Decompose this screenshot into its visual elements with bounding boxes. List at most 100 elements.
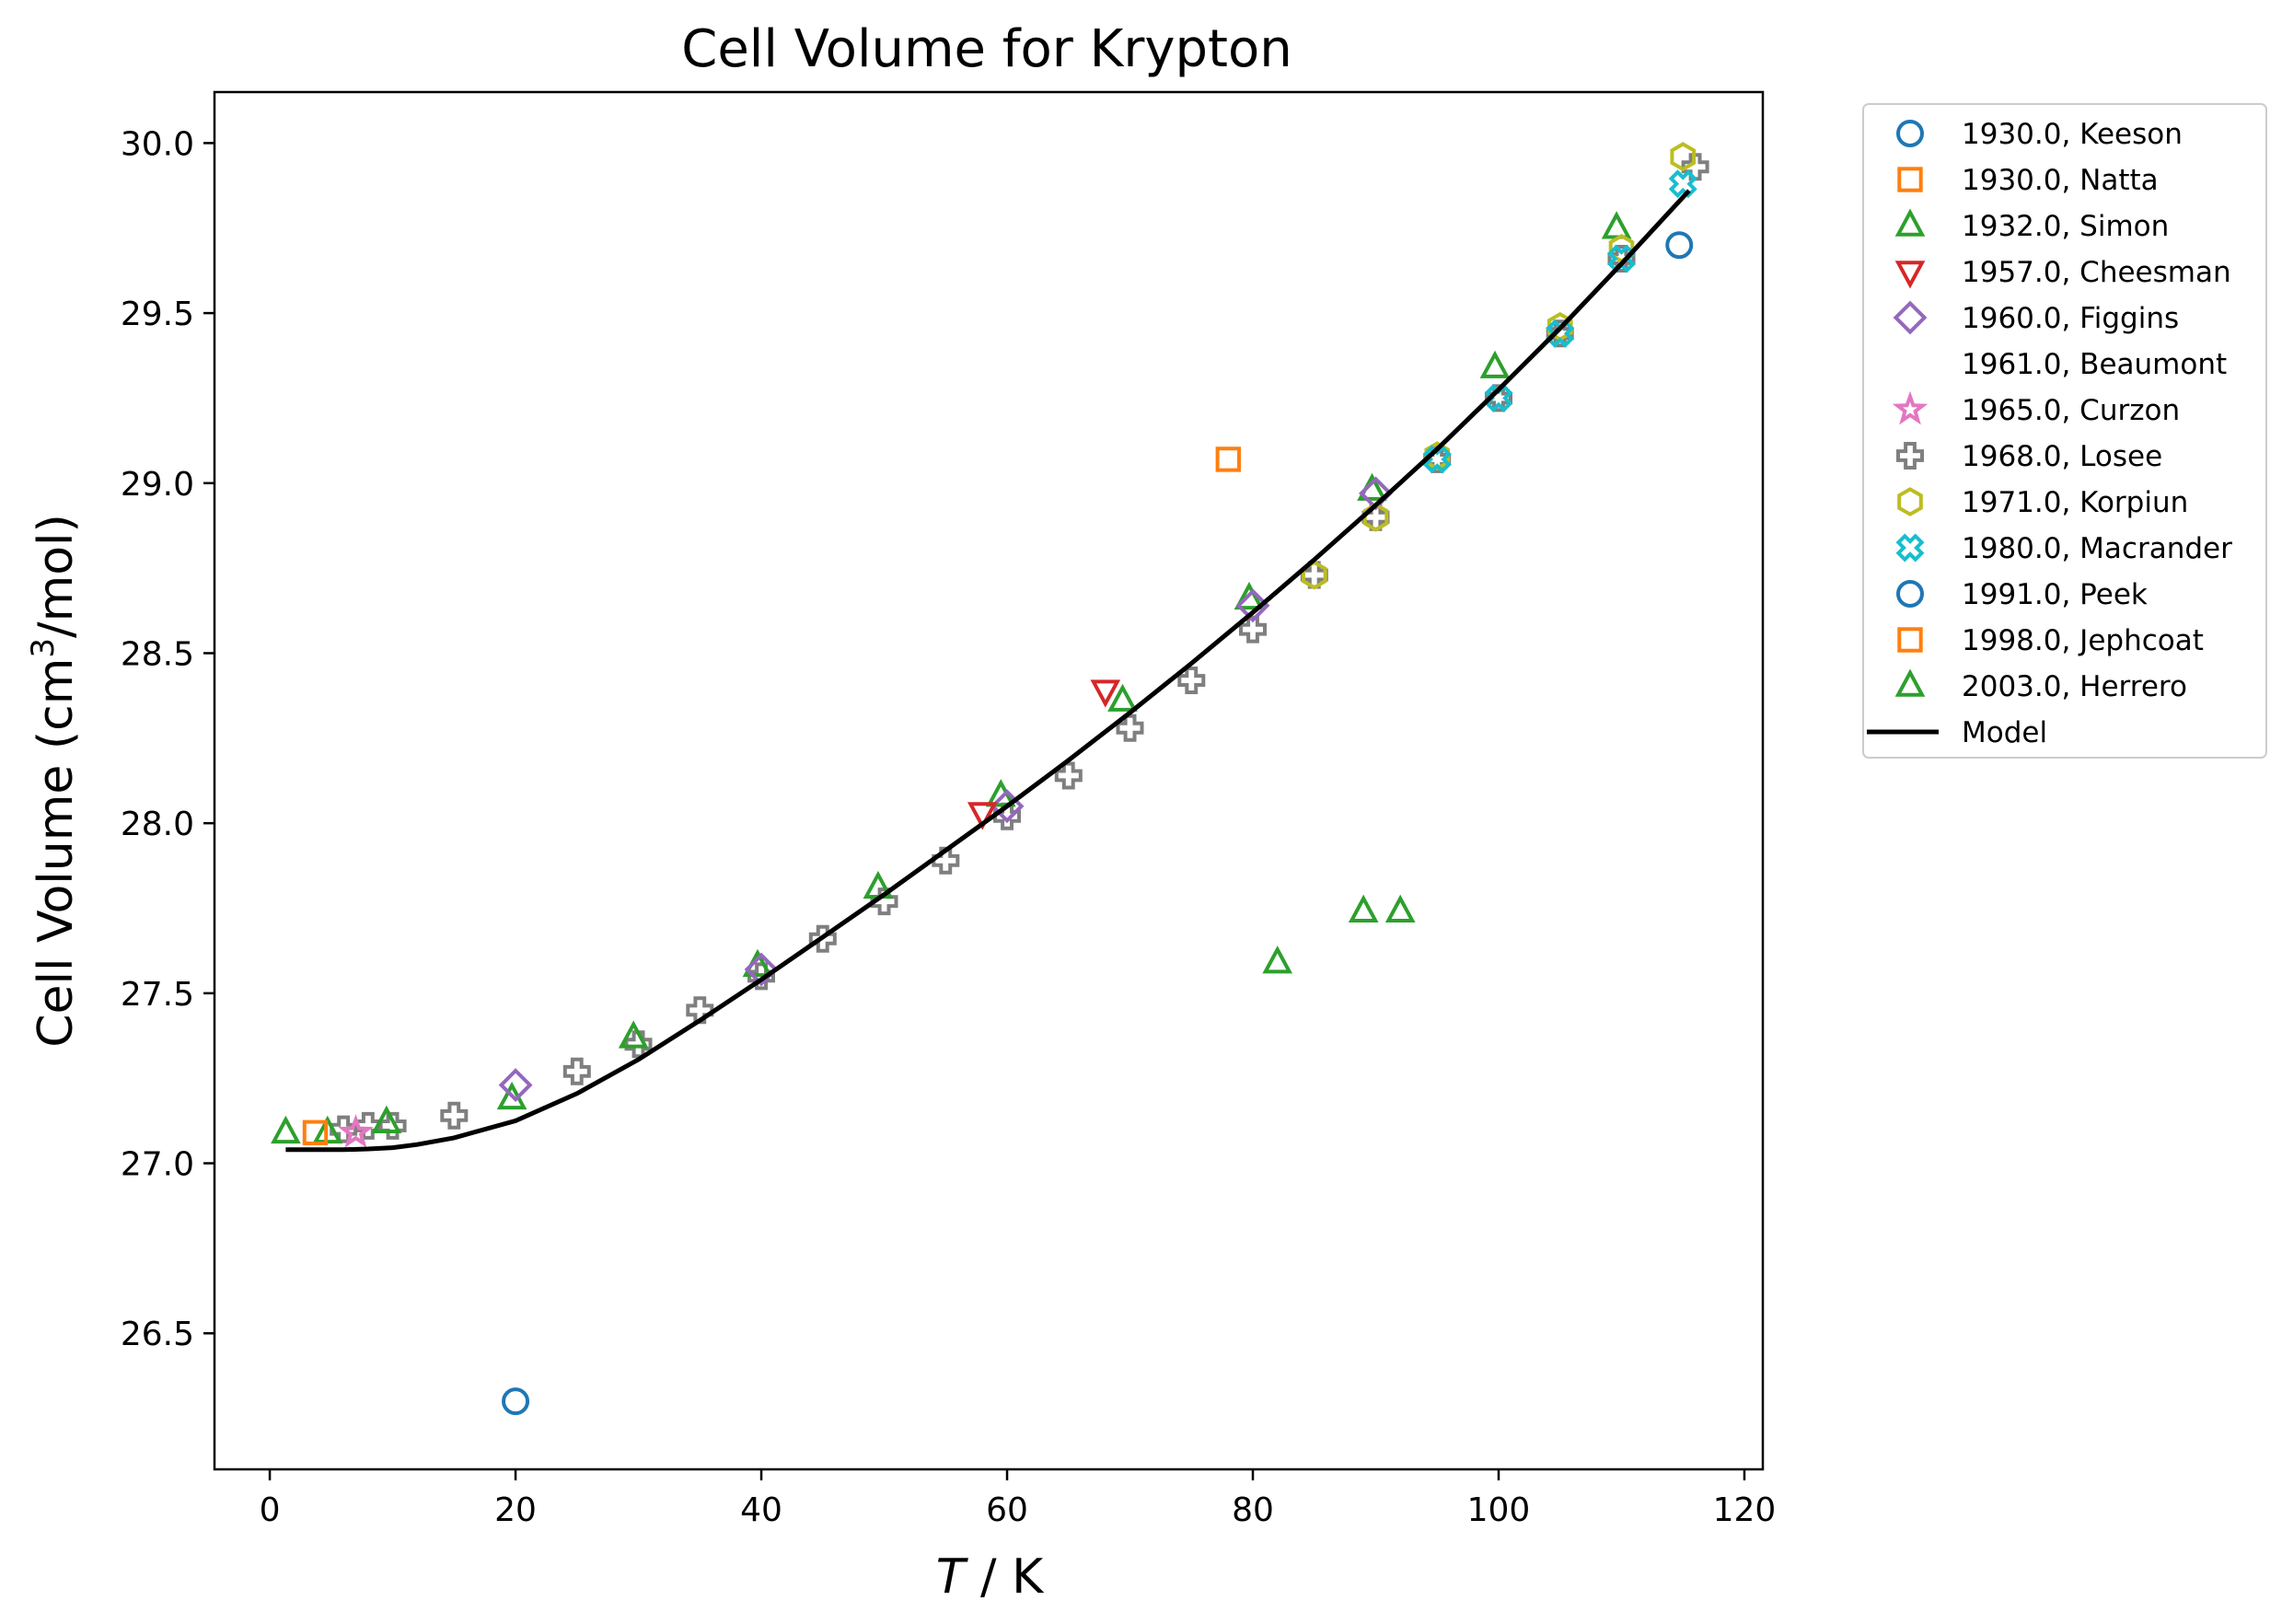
series-11 — [302, 1119, 329, 1146]
legend-label: 1998.0, Jephcoat — [1962, 624, 2204, 657]
x-tick-label: 0 — [260, 1491, 281, 1529]
x-axis-label: T / K — [936, 1549, 1045, 1605]
data-point — [1362, 502, 1389, 532]
series-6 — [338, 1114, 374, 1148]
series-7 — [330, 153, 1709, 1143]
model-line — [285, 189, 1691, 1153]
legend-label: 1971.0, Korpiun — [1962, 486, 2188, 519]
legend-label: 1930.0, Natta — [1962, 164, 2159, 197]
legend-label: 1980.0, Macrander — [1962, 532, 2232, 565]
data-point — [1262, 945, 1293, 974]
data-point — [1670, 142, 1697, 172]
legend-marker — [1892, 390, 1929, 425]
y-tick-label: 26.5 — [121, 1316, 194, 1353]
legend-marker — [1893, 300, 1928, 335]
legend-label: 1961.0, Beaumont — [1962, 348, 2227, 381]
data-point — [993, 802, 1021, 830]
x-axis-ticks: 0 20 40 60 80 100 120 — [260, 1469, 1777, 1529]
data-point — [371, 1105, 402, 1133]
y-tick-label: 29.0 — [121, 466, 194, 504]
y-tick-label: 27.5 — [121, 976, 194, 1014]
legend-label-model: Model — [1962, 716, 2047, 749]
plot-frame — [213, 90, 1765, 1471]
data-point — [967, 802, 998, 830]
data-point — [1348, 894, 1379, 922]
legend-label: 1930.0, Keeson — [1962, 118, 2183, 151]
data-point — [302, 1119, 329, 1146]
series-0 — [502, 1387, 530, 1416]
data-point — [618, 1020, 649, 1049]
x-tick-label: 40 — [740, 1491, 782, 1529]
legend-label: 1960.0, Figgins — [1962, 302, 2179, 335]
y-axis-label-superscript: 3 — [25, 638, 62, 658]
y-axis-ticks: 26.5 27.0 27.5 28.0 28.5 29.0 29.5 30.0 — [121, 125, 214, 1353]
data-point — [1215, 447, 1242, 472]
legend-box — [1862, 103, 2267, 759]
legend-marker — [1894, 261, 1926, 289]
y-axis-label-main: Cell Volume (cm — [29, 658, 84, 1048]
data-point — [271, 1115, 301, 1144]
plot-area — [271, 142, 1709, 1416]
legend-label: 1932.0, Simon — [1962, 210, 2169, 243]
legend-marker — [1895, 533, 1925, 563]
x-axis-label-unit: / K — [966, 1549, 1046, 1605]
data-point — [932, 846, 960, 875]
data-point — [1479, 350, 1511, 378]
series-4 — [498, 476, 1393, 1103]
legend-marker — [1896, 120, 1924, 147]
legend-label: 1965.0, Curzon — [1962, 394, 2180, 427]
data-point — [744, 952, 779, 987]
x-tick-label: 100 — [1467, 1491, 1531, 1529]
x-tick-label: 60 — [986, 1491, 1028, 1529]
y-tick-label: 29.5 — [121, 296, 194, 333]
x-tick-label: 20 — [494, 1491, 537, 1529]
data-point — [1681, 153, 1709, 181]
data-point — [498, 1068, 533, 1103]
legend-marker — [1897, 627, 1923, 653]
legend-marker — [1894, 668, 1926, 697]
series-10 — [1665, 231, 1694, 260]
data-point — [440, 1101, 469, 1130]
series-3 — [967, 679, 1121, 830]
series-12 — [271, 211, 1632, 1144]
legend-marker — [1894, 208, 1926, 237]
y-axis-label-tail: /mol) — [29, 514, 84, 638]
y-axis-label: Cell Volume (cm3/mol) — [25, 514, 84, 1048]
x-tick-label: 80 — [1232, 1491, 1274, 1529]
chart-title: Cell Volume for Krypton — [681, 19, 1292, 79]
legend-marker — [1896, 580, 1924, 608]
legend-label: 1968.0, Losee — [1962, 440, 2162, 473]
series-2 — [1262, 894, 1416, 974]
legend-label: 1991.0, Peek — [1962, 578, 2148, 611]
x-tick-label: 120 — [1713, 1491, 1777, 1529]
data-point — [1234, 581, 1265, 610]
data-point — [562, 1057, 591, 1085]
legend-marker — [1897, 487, 1923, 516]
data-point — [1422, 445, 1452, 474]
data-point — [338, 1114, 374, 1148]
data-point — [1601, 211, 1632, 239]
data-point — [1384, 894, 1416, 922]
legend-marker — [1896, 442, 1924, 470]
data-point — [1668, 169, 1697, 199]
data-point — [1107, 683, 1138, 712]
y-tick-label: 27.0 — [121, 1146, 194, 1184]
legend: 1930.0, Keeson 1930.0, Natta 1932.0, Simon… — [1862, 103, 2267, 759]
x-axis-label-symbol: T — [936, 1549, 969, 1605]
legend-marker — [1897, 167, 1923, 192]
data-point — [686, 996, 714, 1025]
legend-label: 2003.0, Herrero — [1962, 670, 2187, 703]
y-tick-label: 28.5 — [121, 635, 194, 673]
data-point — [1484, 383, 1513, 412]
y-tick-label: 28.0 — [121, 806, 194, 843]
data-point — [1424, 441, 1451, 471]
data-point — [1235, 588, 1270, 623]
data-point — [502, 1387, 530, 1416]
data-point — [1546, 319, 1575, 348]
y-tick-label: 30.0 — [121, 125, 194, 163]
data-point — [1665, 231, 1694, 260]
data-point — [1090, 679, 1121, 708]
series-1 — [1215, 447, 1242, 472]
legend-label: 1957.0, Cheesman — [1962, 256, 2231, 289]
